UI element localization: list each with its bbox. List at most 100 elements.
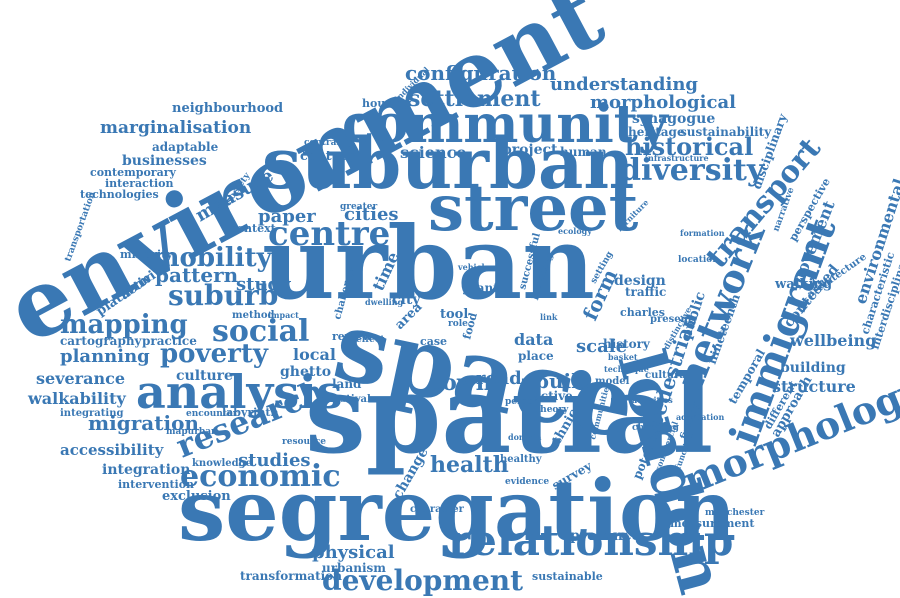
word-street: street bbox=[428, 171, 639, 246]
word-adaptable: adaptable bbox=[152, 140, 219, 154]
word-encounter: encounter bbox=[186, 409, 238, 419]
word-minority: minority bbox=[120, 248, 173, 261]
word-greater: greater bbox=[340, 202, 377, 212]
word-charles: charles bbox=[620, 306, 665, 319]
word-suburb: suburb bbox=[168, 279, 278, 312]
word-present: present bbox=[650, 314, 693, 325]
word-resource: resource bbox=[282, 437, 326, 447]
word-severance: severance bbox=[36, 369, 125, 388]
word-paper: paper bbox=[258, 206, 316, 227]
word-impact: impact bbox=[268, 310, 299, 320]
word-cities: cities bbox=[344, 204, 399, 225]
word-culture: culture bbox=[176, 368, 233, 384]
word-grant: grant bbox=[462, 281, 499, 295]
word-technique: technique bbox=[604, 364, 649, 374]
word-human: human bbox=[560, 145, 607, 159]
word-urban: urban bbox=[262, 204, 595, 322]
word-festival: festival bbox=[330, 394, 371, 405]
word-spatial: spatial bbox=[305, 352, 713, 478]
word-measurement: measurement bbox=[670, 517, 755, 530]
word-character: character bbox=[410, 504, 465, 515]
word-businesses: businesses bbox=[122, 153, 207, 169]
word-case: case bbox=[420, 335, 447, 348]
word-active: active bbox=[533, 389, 573, 403]
word-poverty: poverty bbox=[160, 339, 269, 369]
word-centrality: centrality bbox=[304, 138, 353, 148]
word-urbanism: urbanism bbox=[322, 561, 386, 575]
word-studies: studies bbox=[238, 450, 311, 471]
word-built: built bbox=[535, 369, 589, 393]
word-planning: planning bbox=[60, 346, 150, 367]
word-economic: economic bbox=[180, 459, 341, 494]
word-settlement: settlement bbox=[408, 86, 541, 112]
word-activities: activities bbox=[632, 395, 673, 405]
word-walking: walking bbox=[774, 277, 832, 292]
word-segregation: segregation bbox=[178, 461, 736, 560]
word-land: land bbox=[332, 377, 362, 391]
word-diversity: diversity bbox=[620, 153, 766, 188]
word-migration: migration bbox=[88, 411, 199, 435]
word-neighbourhood: neighbourhood bbox=[172, 101, 283, 116]
word-cultural: cultural bbox=[645, 370, 690, 381]
word-wellbeing: wellbeing bbox=[789, 331, 876, 350]
word-presence: presence bbox=[570, 528, 641, 544]
word-design: design bbox=[614, 273, 666, 289]
word-exclusion: exclusion bbox=[162, 489, 231, 504]
word-accessibility: accessibility bbox=[60, 441, 165, 459]
word-adaptation: adaptation bbox=[676, 412, 725, 422]
word-dwelling: dwelling bbox=[365, 297, 404, 307]
word-scale: scale bbox=[576, 336, 627, 357]
word-sustainable: sustainable bbox=[532, 570, 603, 583]
word-local: local bbox=[293, 345, 336, 364]
word-formation: formation bbox=[680, 228, 725, 238]
word-practice: practice bbox=[142, 334, 197, 348]
word-relationship: relationship bbox=[448, 516, 733, 565]
word-integrating: integrating bbox=[60, 408, 123, 419]
word-development: development bbox=[322, 564, 523, 597]
word-century: century bbox=[300, 149, 356, 164]
word-location: location bbox=[678, 255, 719, 265]
word-link: link bbox=[540, 312, 558, 322]
word-model: model bbox=[595, 376, 630, 387]
word-traffic: traffic bbox=[625, 285, 666, 299]
word-integration: integration bbox=[102, 462, 190, 478]
word-heritage: heritage bbox=[628, 125, 685, 139]
word-infrastructure: infrastructure bbox=[645, 153, 709, 163]
word-technologies: technologies bbox=[80, 188, 159, 201]
word-historical: historical bbox=[625, 132, 753, 161]
word-marginalisation: marginalisation bbox=[100, 118, 251, 138]
word-sustainability: sustainability bbox=[680, 125, 772, 139]
word-health: health bbox=[430, 452, 509, 478]
word-cartography: cartography bbox=[60, 334, 143, 348]
word-context: context bbox=[230, 222, 277, 235]
word-tool: tool bbox=[440, 307, 468, 322]
word-walkability: walkability bbox=[27, 389, 126, 408]
word-transformation: transformation bbox=[240, 569, 342, 583]
word-data: data bbox=[514, 330, 553, 349]
word-housing: housing bbox=[362, 97, 412, 110]
word-knowledge: knowledge bbox=[192, 458, 252, 469]
word-role: role bbox=[448, 319, 468, 329]
word-synagogue: synagogue bbox=[632, 111, 715, 127]
word-healthy: healthy bbox=[500, 454, 543, 465]
word-mapping: mapping bbox=[60, 310, 188, 340]
word-history: history bbox=[603, 337, 651, 351]
word-contemporary: contemporary bbox=[90, 166, 176, 179]
word-social: social bbox=[212, 314, 309, 349]
word-review: review bbox=[332, 330, 372, 343]
word-ghetto: ghetto bbox=[280, 364, 331, 380]
word-project: project bbox=[502, 142, 558, 158]
word-mobility: mobility bbox=[152, 243, 273, 273]
word-configuration: configuration bbox=[405, 61, 557, 85]
word-town: town bbox=[432, 370, 492, 396]
word-mapurban: mapurban bbox=[166, 427, 218, 437]
word-pattern: pattern bbox=[155, 263, 239, 287]
word-morphological: morphological bbox=[590, 92, 736, 113]
word-analysis: analysis bbox=[136, 365, 343, 419]
word-building: building bbox=[780, 360, 846, 376]
word-intervention: intervention bbox=[118, 478, 194, 491]
word-labyrinth: labyrinth bbox=[222, 406, 278, 419]
word-evidence: evidence bbox=[505, 477, 549, 487]
word-basket: basket bbox=[608, 352, 638, 362]
